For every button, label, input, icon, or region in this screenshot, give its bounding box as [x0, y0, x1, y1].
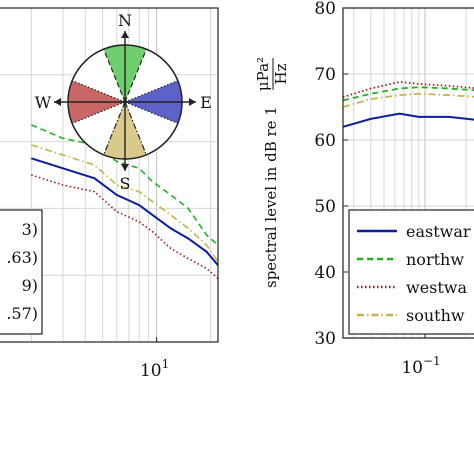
compass-label-north: N — [118, 11, 132, 30]
compass-rose: N S E W — [35, 11, 212, 193]
legend-fragment: .57) — [6, 304, 38, 323]
north-arrow-head — [121, 31, 129, 38]
sector-edge — [124, 80, 179, 103]
series-line-westward — [31, 174, 219, 280]
y-tick-label: 30 — [314, 329, 336, 349]
x-tick-label: 10−1 — [401, 354, 440, 378]
series-line-eastward — [30, 157, 219, 266]
tick-base: 10 — [401, 358, 423, 378]
sector-edge — [124, 48, 147, 103]
y-axis-unit-numerator: μPa² — [254, 57, 272, 91]
x-tick-label: 101 — [140, 357, 169, 381]
east-arrow-head — [189, 98, 196, 106]
y-axis-label-main: spectral level in dB re 1 — [262, 106, 280, 288]
y-axis-unit-denominator: Hz — [272, 63, 290, 84]
sector-edge — [71, 80, 126, 103]
legend-label: eastwar — [406, 222, 471, 241]
sector-edge — [124, 101, 179, 124]
west-arrow-head — [54, 98, 61, 106]
y-axis-label: spectral level in dB re 1 μPa² Hz — [254, 57, 290, 288]
sector-edge — [124, 101, 147, 156]
y-tick-label: 60 — [314, 131, 336, 151]
series-line-northward — [342, 86, 474, 102]
tick-exponent: 1 — [162, 357, 170, 371]
sector-edge — [71, 101, 126, 124]
y-tick-label: 40 — [314, 263, 336, 283]
y-tick-label: 80 — [314, 0, 336, 19]
sector-edge — [103, 101, 126, 156]
plot-frame — [342, 7, 474, 339]
tick-exponent: −1 — [423, 354, 441, 368]
compass-label-west: W — [35, 93, 52, 112]
right-panel: 30 40 50 60 70 80 10−1 spectral level in dB re … — [254, 0, 474, 378]
legend-fragment: .63) — [6, 248, 38, 267]
south-arrow-head — [121, 164, 129, 171]
legend-fragment: 9) — [22, 276, 38, 295]
compass-label-east: E — [200, 93, 212, 112]
series-line-southward — [31, 144, 219, 263]
series-line-northward — [30, 124, 219, 246]
tick-base: 10 — [140, 361, 162, 381]
legend-box-left — [0, 209, 43, 335]
y-tick-label: 50 — [314, 197, 336, 217]
legend-label: northw — [406, 250, 464, 269]
series-line-eastward — [342, 112, 474, 128]
compass-center — [122, 99, 128, 105]
left-panel: 101 N S E W 3) .63) 9) .57) — [0, 7, 219, 381]
legend-label: southw — [406, 306, 465, 325]
compass-label-south: S — [120, 174, 131, 193]
sector-edge — [103, 48, 126, 103]
series-line-southward — [342, 92, 474, 108]
series-line-westward — [342, 80, 474, 98]
plot-frame — [0, 7, 219, 343]
legend-label: westwa — [406, 278, 468, 297]
y-tick-label: 70 — [314, 65, 336, 85]
legend-fragment: 3) — [22, 220, 38, 239]
